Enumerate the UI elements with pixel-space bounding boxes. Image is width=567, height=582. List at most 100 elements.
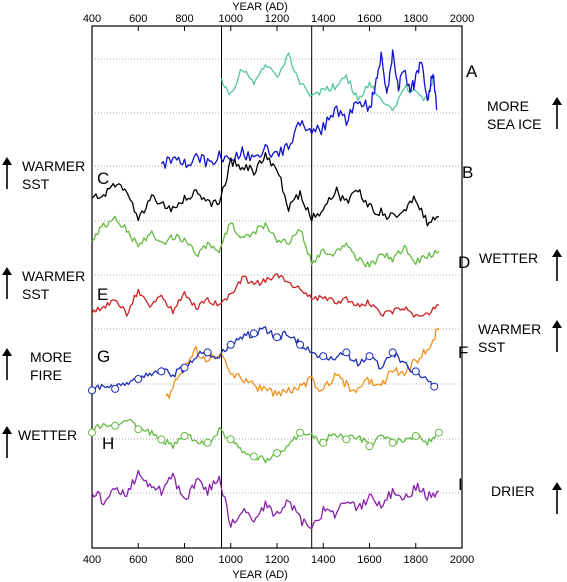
panel-letter-C: C: [97, 169, 109, 188]
series-line-E: [91, 273, 439, 318]
series-point-H-1800: [411, 432, 420, 440]
series-line-C: [91, 151, 439, 227]
tick-label-top-600: 600: [129, 13, 147, 25]
vertical-markers: [221, 26, 313, 548]
tick-label-bottom-1400: 1400: [311, 554, 335, 566]
series-point-G-1400: [319, 352, 328, 361]
left-label-3-line-0: WETTER: [18, 427, 77, 443]
tick-label-bottom-1000: 1000: [219, 554, 243, 566]
tick-label-bottom-400: 400: [83, 554, 101, 566]
series-point-G-1880: [430, 382, 439, 391]
series-point-H-400: [88, 428, 96, 437]
tick-label-top-400: 400: [83, 13, 101, 25]
tick-label-bottom-1200: 1200: [265, 554, 289, 566]
series-point-G-800: [180, 363, 189, 372]
series-point-H-600: [134, 425, 143, 434]
tick-label-bottom-2000: 2000: [450, 554, 474, 566]
tick-label-top-2000: 2000: [450, 13, 474, 25]
series-line-F: [165, 327, 440, 399]
right-label-2-line-0: WARMER: [478, 321, 541, 337]
plot-area: [91, 25, 463, 549]
right-label-0-line-1: SEA ICE: [487, 116, 541, 132]
tick-label-bottom-1800: 1800: [404, 554, 428, 566]
tick-label-bottom-800: 800: [175, 554, 193, 566]
series-point-G-1600: [365, 352, 374, 361]
series-line-A: [220, 52, 435, 112]
panel-letter-A: A: [466, 62, 478, 81]
series-point-G-700: [157, 367, 166, 376]
tick-label-bottom-600: 600: [129, 554, 147, 566]
series-line-D: [91, 215, 440, 268]
tick-label-top-1200: 1200: [265, 13, 289, 25]
right-arrow-0-head: [552, 97, 562, 105]
series-point-H-1300: [296, 428, 305, 437]
right-label-0-line-0: MORE: [487, 98, 529, 114]
left-label-2-line-0: MORE: [30, 349, 72, 365]
left-arrow-3-head: [2, 426, 12, 434]
series-point-G-1500: [342, 348, 351, 357]
side-labels: WARMER SST WARMER SST MORE FIRE WETTER MORE SEA …: [2, 97, 562, 514]
panel-letter-H: H: [102, 434, 114, 453]
panel-letter-G: G: [97, 347, 110, 366]
series-lines: [88, 49, 443, 530]
left-arrow-2-head: [2, 348, 12, 356]
x-axis-title-top: YEAR (AD): [232, 1, 288, 13]
right-label-1-line-0: WETTER: [479, 250, 538, 266]
left-arrow-0-head: [2, 157, 12, 165]
tick-label-top-800: 800: [175, 13, 193, 25]
series-point-H-1500: [342, 435, 351, 444]
series-point-G-1800: [411, 367, 420, 376]
series-point-H-500: [111, 421, 120, 430]
right-arrow-1-head: [552, 249, 562, 257]
series-point-G-600: [134, 375, 143, 383]
series-point-H-900: [203, 438, 212, 447]
panel-letter-F: F: [458, 343, 468, 362]
tick-label-bottom-1600: 1600: [357, 554, 381, 566]
series-point-G-400: [88, 386, 96, 395]
tick-label-top-1400: 1400: [311, 13, 335, 25]
series-point-G-1300: [296, 340, 305, 349]
panel-letter-D: D: [458, 253, 470, 272]
series-line-B: [160, 49, 438, 169]
series-line-H: [91, 418, 440, 464]
x-axis-title-bottom: YEAR (AD): [232, 569, 288, 581]
series-line-G: [91, 326, 435, 394]
tick-label-top-1000: 1000: [219, 13, 243, 25]
series-point-G-1700: [388, 348, 397, 357]
series-point-H-1100: [249, 452, 258, 461]
left-label-2-line-1: FIRE: [30, 367, 62, 383]
left-label-1-line-0: WARMER: [22, 268, 85, 284]
panel-letter-I: I: [458, 475, 463, 494]
series-point-G-900: [203, 348, 212, 357]
left-label-1-line-1: SST: [22, 286, 50, 302]
series-point-G-1100: [249, 329, 258, 338]
right-arrow-3-head: [552, 482, 562, 490]
series-point-H-1400: [319, 438, 328, 447]
series-point-H-1000: [226, 435, 235, 444]
series-point-H-1700: [388, 438, 397, 447]
right-label-3-line-0: DRIER: [491, 483, 535, 499]
panel-letter-B: B: [462, 163, 473, 182]
gridlines: [92, 58, 462, 494]
right-arrow-2-head: [552, 320, 562, 328]
series-point-G-1000: [226, 340, 235, 349]
panel-letter-E: E: [97, 285, 108, 304]
tick-label-top-1600: 1600: [357, 13, 381, 25]
left-label-0-line-1: SST: [22, 176, 50, 192]
series-point-H-1200: [273, 449, 281, 457]
left-label-0-line-0: WARMER: [22, 158, 85, 174]
axis-ticks: 400 400 600 600 800 800 1000 1000 1200 1200 1400 14…: [83, 13, 474, 566]
series-point-H-700: [157, 435, 166, 444]
series-point-H-800: [180, 432, 189, 440]
series-point-H-1900: [434, 428, 443, 437]
plot-border: [91, 25, 463, 549]
right-label-2-line-1: SST: [478, 339, 506, 355]
left-arrow-1-head: [2, 267, 12, 275]
tick-label-top-1800: 1800: [404, 13, 428, 25]
series-line-I: [91, 469, 440, 530]
series-point-G-1200: [273, 333, 281, 342]
series-point-G-500: [111, 384, 120, 393]
panel-letters: A B C D E F G H I: [97, 62, 478, 494]
series-point-H-1600: [365, 442, 374, 451]
